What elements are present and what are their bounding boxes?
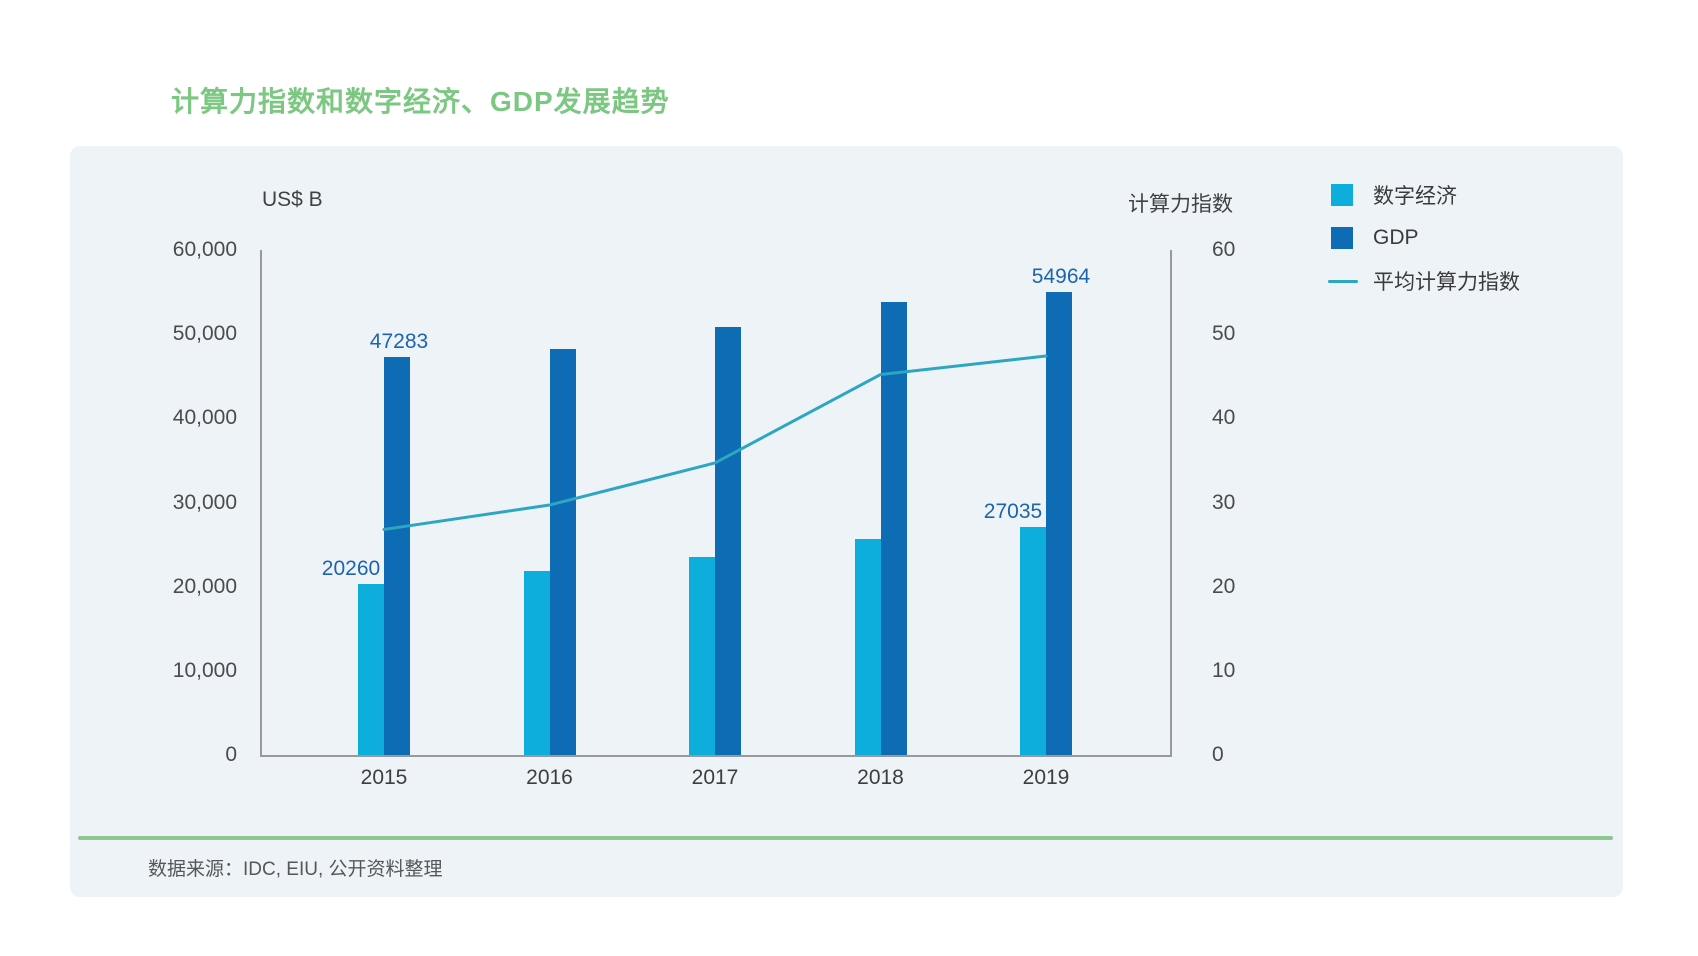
bar-value-label: 20260	[321, 557, 381, 581]
legend-item-digital-economy: 数字经济	[1328, 184, 1608, 208]
left-axis-tick-label: 0	[225, 743, 237, 766]
digital-economy-swatch-icon	[1331, 184, 1353, 206]
x-axis-year-label: 2017	[691, 766, 739, 789]
right-axis-tick-label: 60	[1212, 238, 1236, 261]
bar-gdp	[384, 357, 410, 755]
right-axis-tick-label: 30	[1212, 490, 1236, 514]
right-axis-tick-label: 40	[1212, 406, 1236, 430]
right-axis-tick-label: 20	[1212, 574, 1236, 598]
bar-digital-economy	[854, 538, 881, 755]
bar-value-label: 54964	[1031, 265, 1091, 289]
x-axis-year-label: 2016	[526, 766, 573, 789]
bar-digital-economy	[1020, 527, 1046, 755]
right-axis-line	[1170, 250, 1172, 757]
bar-gdp	[1046, 292, 1072, 755]
bar-digital-economy	[523, 570, 550, 755]
gdp-swatch-icon	[1331, 227, 1353, 249]
bar-digital-economy	[358, 584, 384, 755]
right-axis-title: 计算力指数	[1128, 193, 1233, 216]
bar-gdp	[715, 326, 741, 755]
plot-area: 0 10,000 20,000 30,000 40,000 50,000 60,000 0 10…	[70, 146, 1623, 897]
left-axis-tick-label: 30,000	[172, 490, 237, 514]
bar-value-label: 27035	[983, 500, 1043, 524]
line-swatch-icon	[1328, 279, 1358, 283]
legend-item-avg-computing-index: 平均计算力指数	[1328, 270, 1608, 294]
left-axis-tick-label: 40,000	[172, 406, 237, 430]
avg-computing-index-line	[382, 354, 1048, 531]
right-axis-tick-label: 0	[1212, 743, 1224, 766]
bar-value-label: 47283	[369, 330, 429, 354]
chart-legend: 数字经济 GDP 平均计算力指数	[1328, 184, 1608, 313]
bar-gdp	[549, 349, 576, 755]
page-title: 计算力指数和数字经济、GDP发展趋势	[171, 86, 670, 117]
legend-label: 数字经济	[1373, 185, 1457, 208]
data-source-note: 数据来源：IDC, EIU, 公开资料整理	[148, 859, 443, 880]
legend-item-gdp: GDP	[1328, 226, 1608, 249]
left-axis-tick-label: 50,000	[172, 322, 237, 346]
x-axis-year-label: 2019	[1022, 766, 1070, 789]
x-axis-line	[260, 755, 1172, 757]
legend-label: GDP	[1373, 226, 1419, 249]
left-axis-tick-label: 20,000	[172, 574, 237, 598]
footer-divider	[78, 836, 1613, 840]
x-axis-year-label: 2015	[360, 766, 408, 789]
right-axis-tick-label: 50	[1212, 322, 1236, 346]
chart-panel: US$ B 计算力指数 数字经济 GDP 平均计算力指数 0 10,000 20,0…	[70, 146, 1623, 897]
bar-digital-economy	[689, 557, 715, 755]
left-axis-tick-label: 60,000	[172, 238, 237, 261]
bar-gdp	[880, 302, 907, 755]
left-axis-tick-label: 10,000	[172, 658, 237, 682]
x-axis-year-label: 2018	[857, 766, 904, 789]
right-axis-tick-label: 10	[1212, 658, 1236, 682]
left-axis-title: US$ B	[262, 188, 323, 211]
left-axis-line	[260, 250, 262, 757]
legend-label: 平均计算力指数	[1373, 271, 1520, 294]
